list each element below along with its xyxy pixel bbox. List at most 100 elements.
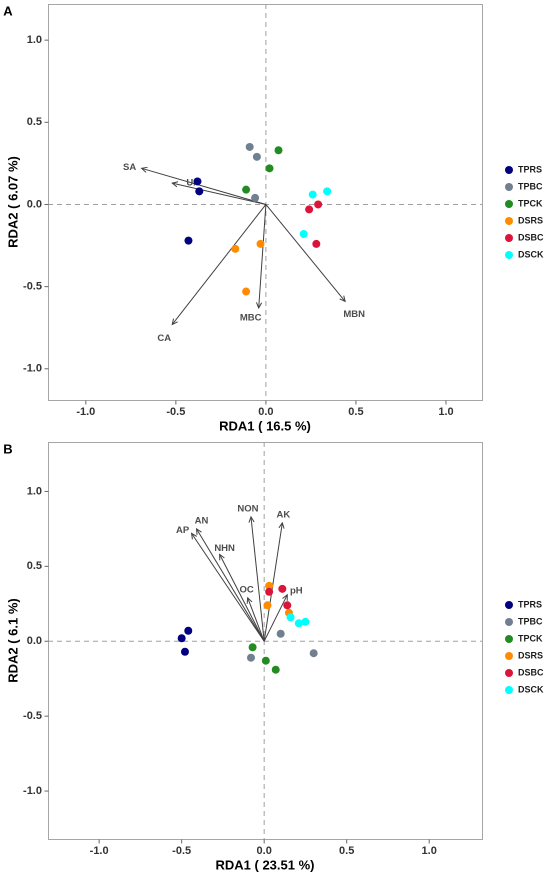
arrow-head: [190, 532, 198, 540]
y-tick-label: 0.5: [27, 116, 42, 128]
point-dsck: [301, 617, 310, 626]
point-dsck: [308, 190, 317, 199]
x-tick-label: 0.0: [258, 406, 273, 418]
panel-label: B: [3, 441, 12, 456]
arrow-label: AK: [276, 509, 290, 520]
point-tpck: [274, 146, 283, 155]
arrow-ph: pH: [263, 585, 303, 642]
legend-item: DSRS: [505, 650, 543, 660]
point-tprs: [184, 236, 193, 245]
y-tick-label: 1.0: [27, 34, 42, 46]
legend-label: TPCK: [518, 633, 543, 643]
arrow-nhn: NHN: [214, 543, 265, 642]
legend-label: TPRS: [518, 599, 542, 609]
legend-item: DSBC: [505, 232, 544, 242]
series-tpck: [242, 146, 283, 194]
arrow-label: SA: [123, 162, 136, 173]
arrow-oc: OC: [240, 584, 265, 642]
x-tick-label: 1.0: [422, 845, 437, 857]
arrow-shaft: [265, 204, 346, 302]
point-dsbc: [314, 200, 323, 209]
point-dsbc: [283, 601, 292, 610]
legend-item: TPRS: [505, 164, 542, 174]
arrow-label: OC: [240, 584, 254, 595]
point-tprs: [177, 634, 186, 643]
legend-item: TPBC: [505, 616, 543, 626]
arrow-label: AP: [176, 525, 190, 536]
x-tick-label: 0.5: [348, 406, 363, 418]
point-tpck: [242, 185, 251, 194]
legend-item: TPCK: [505, 198, 543, 208]
arrow-label: AN: [195, 515, 209, 526]
point-tpck: [265, 164, 274, 173]
x-tick-label: -0.5: [166, 406, 185, 418]
legend-key: [505, 669, 513, 677]
arrow-head: [256, 302, 263, 310]
series-tpbc: [245, 142, 261, 202]
point-dsrs: [231, 244, 240, 253]
point-dsck: [294, 619, 303, 628]
x-tick-label: 1.0: [438, 406, 453, 418]
y-axis-title: RDA2 ( 6.1 %): [5, 598, 20, 683]
series-tprs: [184, 177, 204, 245]
arrow-an: AN: [195, 515, 265, 642]
x-tick-label: 0.0: [257, 845, 272, 857]
arrow-sa: SA: [123, 162, 267, 205]
series-tpck: [248, 643, 280, 674]
point-dsrs: [263, 601, 272, 610]
arrow-ap: AP: [176, 525, 265, 642]
series-tpbc: [246, 629, 318, 662]
legend: TPRS TPBC TPCK DSRS DSBC DSCK: [505, 599, 544, 694]
arrow-shaft: [171, 204, 267, 325]
point-tpbc: [252, 152, 261, 161]
x-tick-label: -1.0: [76, 406, 95, 418]
point-dsbc: [305, 205, 314, 214]
arrow-head: [339, 295, 346, 303]
arrow-head: [195, 527, 202, 535]
arrow-shaft: [250, 516, 265, 642]
panel-b: B -1.0 -0.5 0.0 0.5 1.0 -1.0 -0.5 0.0 0.5 1.0 RDA1 …: [3, 441, 544, 872]
arrow-head: [248, 515, 255, 523]
legend-label: DSBC: [518, 667, 544, 677]
series-tprs: [177, 626, 193, 656]
y-tick-label: -1.0: [23, 785, 42, 797]
legend-label: DSRS: [518, 215, 543, 225]
arrow-head: [219, 553, 225, 561]
y-tick-label: 1.0: [27, 485, 42, 497]
legend-label: DSCK: [518, 684, 544, 694]
legend-label: DSCK: [518, 249, 544, 259]
x-tick-label: -0.5: [172, 845, 191, 857]
point-dsck: [323, 187, 332, 196]
arrow-shaft: [219, 554, 265, 642]
arrow-label: MBC: [240, 312, 262, 323]
series-dsrs: [231, 239, 265, 296]
arrow-shaft: [172, 182, 267, 205]
point-dsrs: [265, 581, 274, 590]
y-tick-label: 0.0: [27, 198, 42, 210]
legend-item: TPBC: [505, 181, 543, 191]
point-dsbc: [265, 587, 274, 596]
arrow-label: NHN: [214, 543, 235, 554]
point-tprs: [195, 187, 204, 196]
arrow-head: [278, 521, 285, 529]
legend-key: [505, 635, 513, 643]
legend: TPRS TPBC TPCK DSRS DSBC DSCK: [505, 164, 544, 259]
arrow-shaft: [263, 594, 288, 642]
arrow-shaft: [258, 204, 267, 309]
legend-label: TPRS: [518, 164, 542, 174]
legend-label: TPBC: [518, 616, 543, 626]
y-tick-label: 0.5: [27, 560, 42, 572]
point-tprs: [180, 647, 189, 656]
series-dsbc: [265, 584, 292, 610]
legend-item: DSCK: [505, 684, 544, 694]
legend-item: TPCK: [505, 633, 543, 643]
y-tick-label: 0.0: [27, 635, 42, 647]
arrow-label: MBN: [343, 309, 365, 320]
point-dsck: [299, 230, 308, 239]
point-tpck: [271, 665, 280, 674]
x-tick-label: -1.0: [90, 845, 109, 857]
y-axis-title: RDA2 ( 6.07 %): [5, 156, 20, 248]
arrow-label: pH: [290, 585, 303, 596]
point-tprs: [184, 626, 193, 635]
